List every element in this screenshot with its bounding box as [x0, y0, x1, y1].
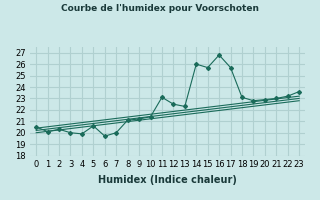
X-axis label: Humidex (Indice chaleur): Humidex (Indice chaleur)	[98, 175, 237, 185]
Text: Courbe de l'humidex pour Voorschoten: Courbe de l'humidex pour Voorschoten	[61, 4, 259, 13]
